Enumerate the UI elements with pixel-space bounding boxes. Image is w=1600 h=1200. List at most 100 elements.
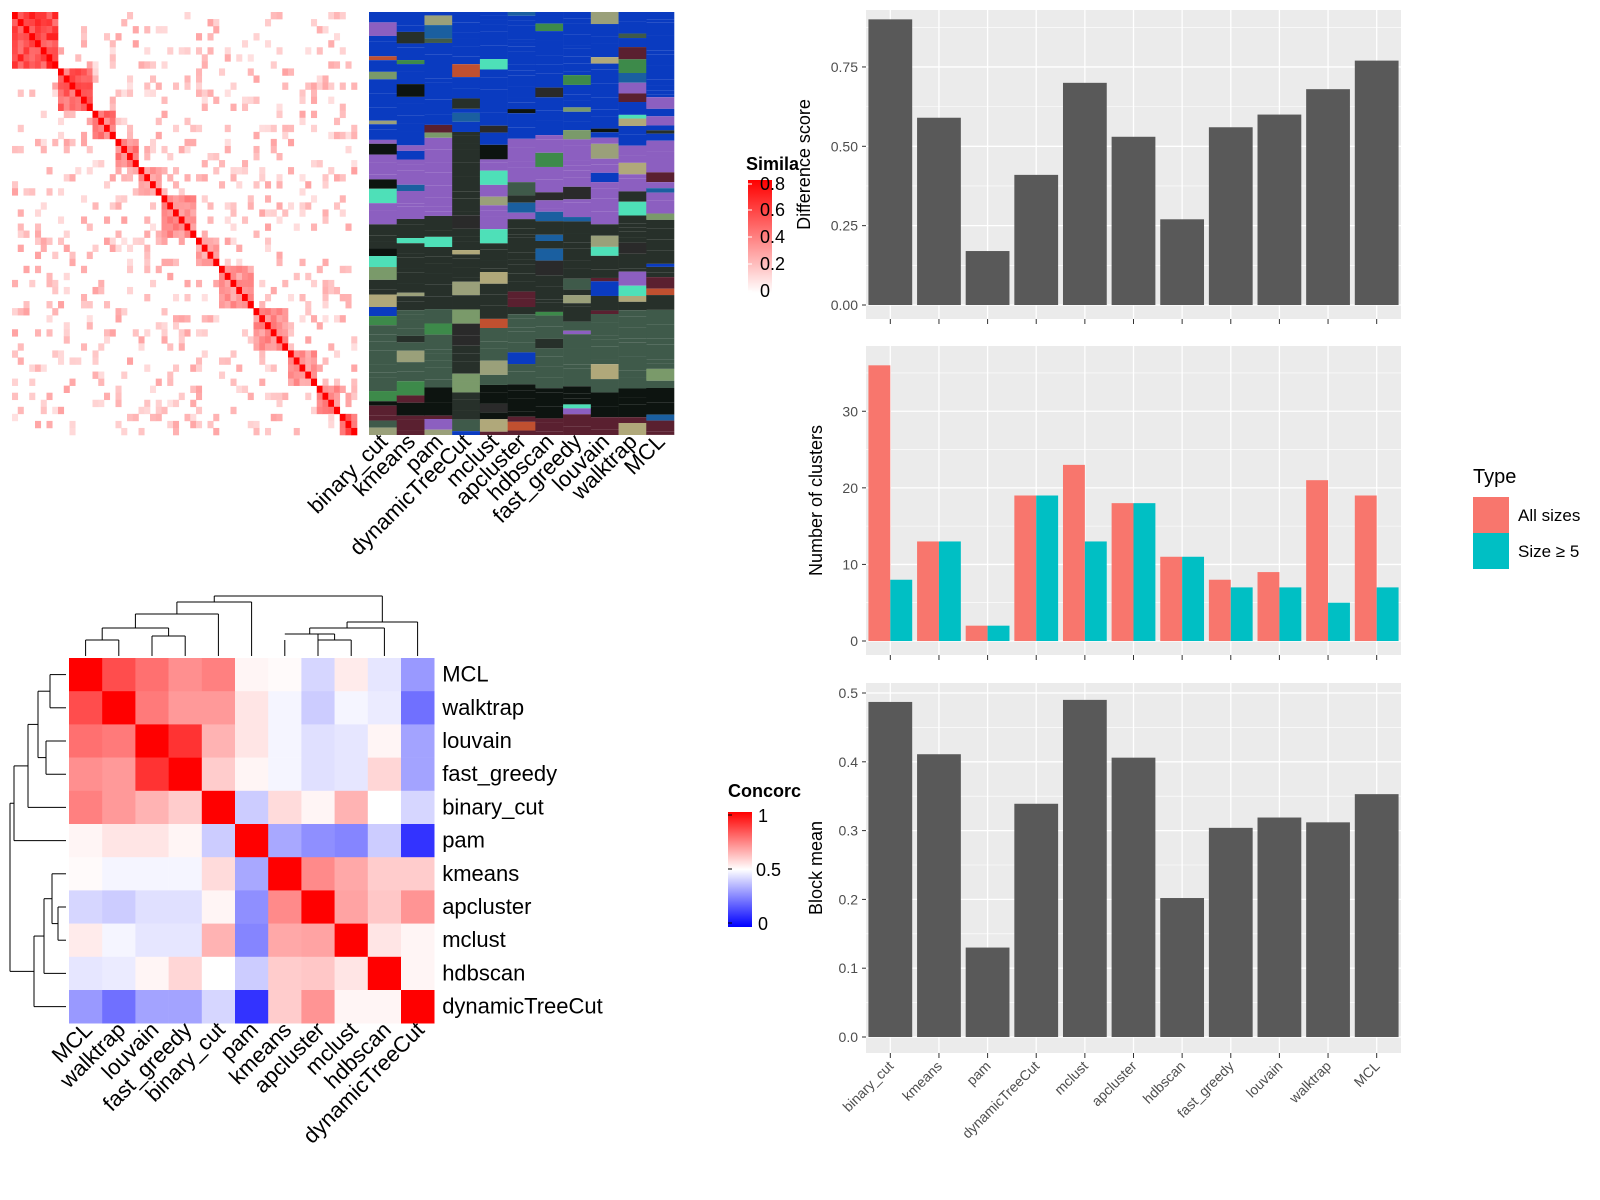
- similarity-cell: [213, 244, 220, 252]
- membership-cell: [507, 390, 536, 399]
- similarity-cell: [311, 378, 318, 386]
- membership-cell: [535, 260, 564, 276]
- membership-cell: [563, 23, 592, 35]
- similarity-cell: [52, 12, 59, 20]
- membership-cell: [618, 114, 647, 119]
- similarity-cell: [328, 286, 335, 295]
- membership-cell: [563, 56, 592, 64]
- membership-cell: [590, 24, 619, 37]
- membership-cell: [369, 235, 398, 242]
- similarity-cell: [161, 329, 168, 337]
- concordance-cell: [135, 890, 169, 924]
- membership-cell: [535, 73, 564, 88]
- similarity-cell: [339, 209, 346, 217]
- membership-cell: [590, 158, 619, 165]
- membership-cell: [479, 125, 508, 133]
- similarity-cell: [178, 336, 185, 344]
- similarity-cell: [184, 82, 191, 90]
- membership-cell: [452, 309, 481, 324]
- similarity-cell: [259, 301, 266, 309]
- similarity-cell: [58, 68, 65, 76]
- membership-cell: [369, 372, 398, 378]
- similarity-cell: [242, 96, 249, 104]
- membership-cell: [590, 335, 619, 340]
- membership-cell: [646, 19, 675, 23]
- membership-cell: [563, 330, 592, 335]
- similarity-cell: [270, 413, 277, 422]
- similarity-cell: [46, 33, 53, 41]
- membership-cell: [563, 217, 592, 222]
- membership-cell: [452, 12, 481, 23]
- membership-cell: [618, 268, 647, 272]
- similarity-heatmap: [12, 12, 358, 436]
- membership-cell: [590, 97, 619, 110]
- similarity-cell: [282, 343, 289, 351]
- similarity-cell: [173, 230, 180, 238]
- similarity-cell: [127, 153, 134, 161]
- bar-MCL-all-sizes: [1354, 495, 1377, 641]
- similarity-cell: [201, 244, 208, 252]
- membership-cell: [369, 415, 398, 421]
- similarity-cell: [46, 279, 53, 288]
- similarity-cell: [121, 371, 128, 379]
- similarity-cell: [144, 258, 151, 267]
- similarity-cell: [52, 308, 59, 316]
- y-tick-label: 0.00: [831, 297, 858, 313]
- similarity-cell: [213, 153, 220, 161]
- similarity-cell: [29, 40, 36, 48]
- membership-cell: [563, 34, 592, 46]
- similarity-cell: [242, 329, 249, 337]
- membership-cell: [646, 277, 675, 289]
- similarity-cell: [92, 131, 99, 140]
- membership-cell: [452, 295, 481, 310]
- similarity-cell: [224, 47, 231, 55]
- similarity-cell: [127, 75, 134, 83]
- bar-walktrap: [1306, 89, 1350, 305]
- membership-cell: [507, 147, 536, 162]
- membership-cell: [424, 415, 453, 419]
- similarity-cell: [23, 308, 30, 316]
- similarity-cell: [196, 237, 203, 245]
- membership-cell: [535, 326, 564, 339]
- similarity-cell: [155, 82, 162, 90]
- similarity-cell: [345, 427, 352, 436]
- similarity-cell: [213, 315, 220, 323]
- similarity-cell: [276, 322, 283, 330]
- similarity-cell: [282, 131, 289, 140]
- membership-cell: [369, 124, 398, 130]
- membership-cell: [396, 159, 425, 165]
- membership-cell: [369, 307, 398, 317]
- similarity-cell: [109, 117, 116, 126]
- similarity-cell: [109, 124, 116, 133]
- membership-cell: [396, 430, 425, 435]
- membership-cell: [535, 152, 564, 167]
- similarity-cell: [29, 61, 36, 69]
- similarity-cell: [75, 167, 82, 175]
- similarity-cell: [276, 47, 283, 55]
- similarity-cell: [167, 223, 174, 231]
- similarity-cell: [270, 364, 277, 372]
- membership-cell: [563, 130, 592, 140]
- similarity-cell: [92, 68, 99, 76]
- similarity-cell: [81, 40, 88, 48]
- y-tick-label: 0.25: [831, 218, 858, 234]
- similarity-cell: [115, 308, 122, 316]
- membership-cell: [452, 277, 481, 282]
- similarity-cell: [161, 209, 168, 217]
- membership-cell: [507, 298, 536, 308]
- similarity-cell: [253, 308, 260, 316]
- similarity-cell: [161, 223, 168, 231]
- similarity-cell: [247, 195, 254, 203]
- membership-cell: [424, 185, 453, 198]
- bar-fast_greedy-all-sizes: [1208, 579, 1231, 641]
- similarity-cell: [127, 286, 134, 295]
- similarity-cell: [161, 258, 168, 267]
- similarity-cell: [270, 209, 277, 217]
- concordance-cell: [401, 824, 435, 858]
- membership-cell: [590, 57, 619, 64]
- similarity-cell: [224, 216, 231, 224]
- similarity-cell: [46, 40, 53, 48]
- membership-cell: [479, 412, 508, 420]
- similarity-cell: [230, 237, 237, 245]
- membership-cell: [479, 327, 508, 342]
